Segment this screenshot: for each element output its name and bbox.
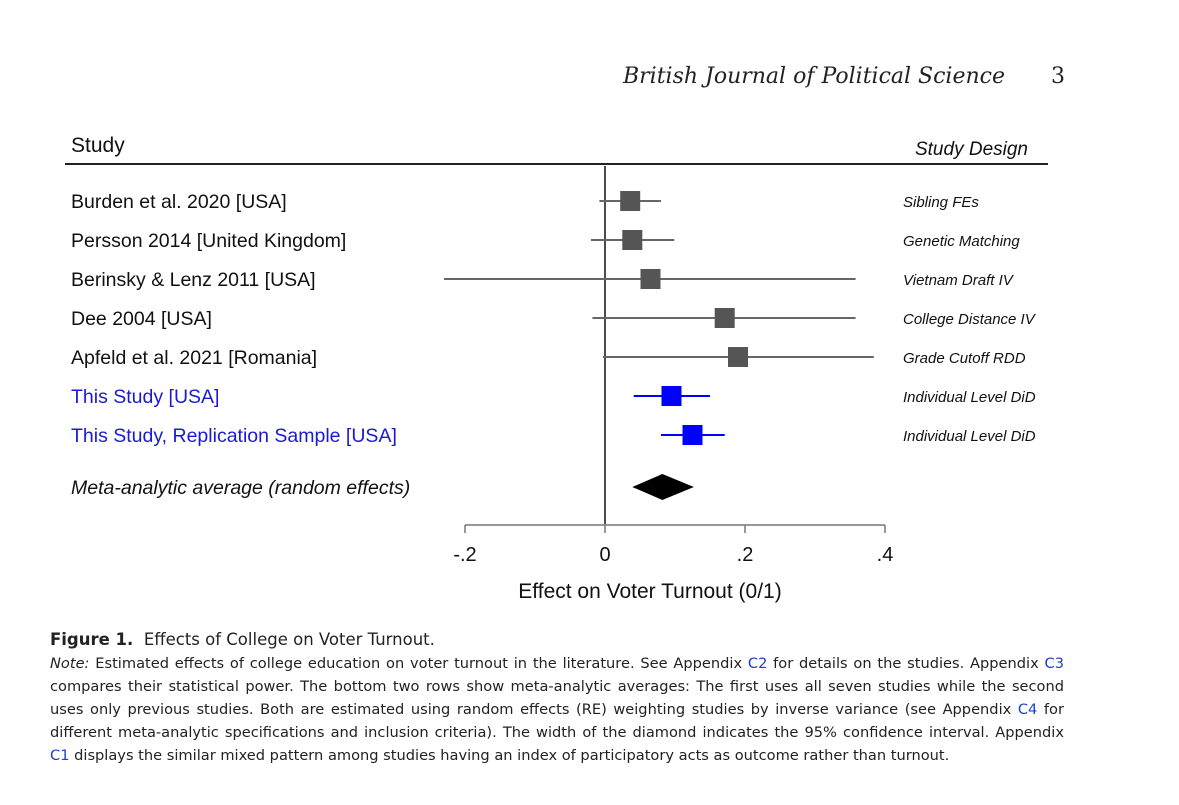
- caption-title-line: Figure 1. Effects of College on Voter Tu…: [50, 628, 1064, 652]
- forest-plot: Study Study Design Burden et al. 2020 [U…: [65, 134, 1048, 603]
- point-estimate-marker: [622, 230, 643, 250]
- x-tick-label: -.2: [453, 544, 476, 566]
- note-text: displays the similar mixed pattern among…: [69, 747, 950, 764]
- appendix-link[interactable]: C2: [747, 655, 768, 672]
- design-column-header: Study Design: [915, 139, 1028, 160]
- point-estimate-marker: [640, 269, 661, 289]
- study-design-label: Individual Level DiD: [903, 389, 1036, 406]
- study-design-label: Sibling FEs: [903, 194, 979, 211]
- x-tick-label: .2: [737, 544, 754, 566]
- note-text: for different meta-analytic specificatio…: [50, 701, 1064, 741]
- caption-note: Note: Estimated effects of college educa…: [50, 652, 1064, 767]
- appendix-link[interactable]: C1: [50, 747, 70, 764]
- study-label: Dee 2004 [USA]: [71, 308, 212, 330]
- study-label: Berinsky & Lenz 2011 [USA]: [71, 269, 316, 291]
- study-design-label: Vietnam Draft IV: [903, 272, 1015, 289]
- page-number: 3: [1051, 64, 1065, 89]
- study-column-header: Study: [71, 134, 125, 157]
- appendix-link[interactable]: C3: [1044, 655, 1065, 672]
- appendix-link[interactable]: C4: [1017, 701, 1038, 718]
- study-design-label: Individual Level DiD: [903, 428, 1036, 445]
- study-design-label: Grade Cutoff RDD: [903, 350, 1026, 367]
- study-label: This Study [USA]: [71, 386, 219, 408]
- note-text: Estimated effects of college education o…: [95, 655, 748, 672]
- study-design-label: Genetic Matching: [903, 233, 1020, 250]
- x-axis-label: Effect on Voter Turnout (0/1): [518, 580, 781, 603]
- study-label: Burden et al. 2020 [USA]: [71, 191, 287, 213]
- meta-analytic-label: Meta-analytic average (random effects): [71, 477, 410, 499]
- running-header: British Journal of Political Science 3: [0, 64, 1179, 96]
- note-text: compares their statistical power. The bo…: [50, 678, 1064, 718]
- point-estimate-marker: [728, 347, 748, 367]
- figure-caption: Figure 1. Effects of College on Voter Tu…: [50, 628, 1064, 767]
- point-estimate-marker: [714, 308, 735, 328]
- meta-analytic-diamond: [632, 474, 694, 500]
- point-estimate-marker: [661, 386, 682, 406]
- study-label: Apfeld et al. 2021 [Romania]: [71, 347, 317, 369]
- figure-title: Effects of College on Voter Turnout.: [143, 630, 435, 649]
- x-tick-label: 0: [599, 544, 610, 566]
- note-text: for details on the studies. Appendix: [767, 655, 1045, 672]
- journal-title: British Journal of Political Science: [622, 64, 1005, 89]
- point-estimate-marker: [620, 191, 641, 211]
- note-label: Note:: [50, 655, 90, 672]
- point-estimate-marker: [682, 425, 703, 445]
- study-design-label: College Distance IV: [903, 311, 1037, 328]
- figure-label: Figure 1.: [50, 630, 134, 649]
- x-tick-label: .4: [877, 544, 894, 566]
- study-label: Persson 2014 [United Kingdom]: [71, 230, 346, 252]
- study-label: This Study, Replication Sample [USA]: [71, 425, 397, 447]
